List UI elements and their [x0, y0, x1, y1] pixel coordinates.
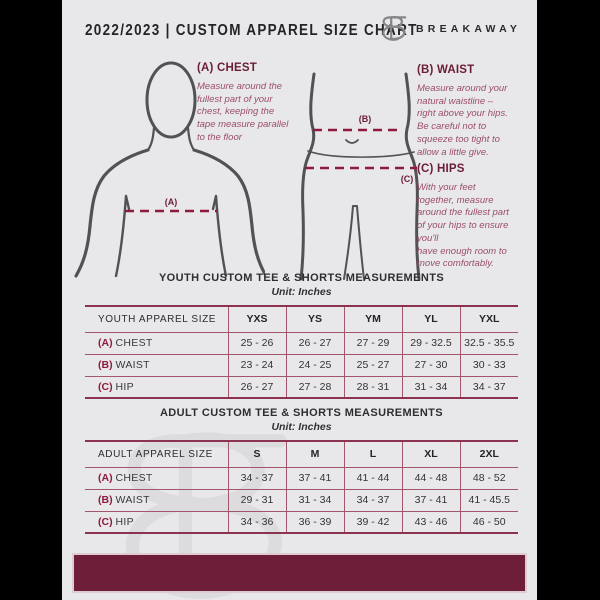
youth-col-yxs: YXS — [228, 306, 287, 333]
table-cell: 37 - 41 — [286, 467, 345, 490]
adult-col-l: L — [344, 441, 403, 468]
page-title: 2022/2023 | CUSTOM APPAREL SIZE CHART — [85, 21, 418, 39]
table-cell: 28 - 31 — [344, 376, 403, 398]
youth-table-header-row: YOUTH APPAREL SIZE YXS YS YM YL YXL — [85, 306, 518, 333]
table-cell: 29 - 31 — [228, 489, 287, 512]
table-cell: 46 - 50 — [472, 515, 506, 528]
youth-size-table: YOUTH APPAREL SIZE YXS YS YM YL YXL (A) … — [85, 305, 518, 399]
adult-hip-row: (C) HIP 34 - 36 36 - 39 39 - 42 43 - 46 … — [85, 511, 518, 533]
row-prefix: (A) — [98, 472, 113, 484]
table-cell: 31 - 34 — [286, 489, 345, 512]
chest-line-label: (A) — [165, 197, 178, 207]
youth-col-ys: YS — [286, 306, 345, 333]
row-label: WAIST — [115, 359, 150, 371]
table-cell: 30 - 33 — [460, 354, 518, 377]
adult-chest-label: (A) CHEST — [85, 467, 229, 490]
hips-instruction-heading: (C) HIPS — [417, 163, 465, 175]
table-cell: 34 - 37 — [472, 380, 506, 393]
table-cell: 37 - 41 — [402, 489, 461, 512]
table-cell: 48 - 52 — [460, 467, 518, 490]
youth-col-yxl: YXL — [460, 306, 518, 333]
youth-waist-row: (B) WAIST 23 - 24 24 - 25 25 - 27 27 - 3… — [85, 354, 518, 377]
row-label: CHEST — [115, 472, 153, 484]
adult-col-s: S — [228, 441, 287, 468]
chest-instruction-heading: (A) CHEST — [197, 62, 257, 74]
table-cell: 26 - 27 — [286, 332, 345, 355]
table-cell: 34 - 36 — [228, 511, 287, 533]
waist-instruction-body: Measure around your natural waistline – … — [417, 83, 508, 158]
adult-size-table: ADULT APPAREL SIZE S M L XL 2XL (A) CHES… — [85, 440, 518, 534]
hips-line-label: (C) — [401, 174, 414, 184]
hips-instruction: (C) HIPS With your feet together, measur… — [417, 163, 531, 271]
table-cell: 39 - 42 — [344, 511, 403, 533]
row-label: HIP — [115, 515, 134, 528]
torso-diagram: (A) — [74, 61, 265, 278]
table-cell: 31 - 34 — [402, 376, 461, 398]
adult-section-title: ADULT CUSTOM TEE & SHORTS MEASUREMENTS — [159, 407, 444, 419]
table-cell: 32.5 - 35.5 — [460, 332, 518, 355]
chest-instruction: (A) CHEST Measure around the fullest par… — [197, 62, 327, 145]
table-cell: 27 - 29 — [344, 332, 403, 355]
adult-col-m: M — [286, 441, 345, 468]
table-cell: 41 - 44 — [344, 467, 403, 490]
adult-col-xl: XL — [402, 441, 461, 468]
hips-diagram: (B) (C) — [299, 72, 421, 281]
table-cell: 34 - 37 — [344, 489, 403, 512]
table-cell: 26 - 27 — [228, 376, 287, 398]
youth-chest-label: (A) CHEST — [85, 332, 229, 355]
youth-section-unit: Unit: Inches — [271, 286, 332, 298]
adult-hip-label: (C) HIP — [85, 511, 229, 533]
table-cell: 27 - 28 — [286, 376, 345, 398]
youth-size-col-header: YOUTH APPAREL SIZE — [85, 306, 229, 333]
table-cell: 25 - 26 — [228, 332, 287, 355]
row-prefix: (C) — [98, 380, 113, 393]
adult-waist-label: (B) WAIST — [85, 489, 229, 512]
adult-section-unit: Unit: Inches — [271, 421, 332, 433]
table-cell: 23 - 24 — [228, 354, 287, 377]
waist-line-label: (B) — [359, 114, 372, 124]
waist-instruction: (B) WAIST Measure around your natural wa… — [417, 64, 529, 159]
table-cell: 27 - 30 — [402, 354, 461, 377]
youth-col-yl: YL — [402, 306, 461, 333]
row-label: CHEST — [115, 337, 153, 349]
row-label: WAIST — [115, 494, 150, 506]
youth-hip-row: (C) HIP 26 - 27 27 - 28 28 - 31 31 - 34 … — [85, 376, 518, 398]
table-cell: 44 - 48 — [402, 467, 461, 490]
adult-col-2xl: 2XL — [460, 441, 518, 468]
table-cell: 34 - 37 — [228, 467, 287, 490]
youth-waist-label: (B) WAIST — [85, 354, 229, 377]
brand-name: BREAKAWAY — [416, 23, 522, 35]
chest-instruction-body: Measure around the fullest part of your … — [197, 81, 289, 143]
row-label: HIP — [115, 380, 134, 393]
youth-section-title: YOUTH CUSTOM TEE & SHORTS MEASUREMENTS — [158, 272, 445, 284]
hips-instruction-body: With your feet together, measure around … — [417, 182, 509, 270]
table-cell: 41 - 45.5 — [460, 489, 518, 512]
adult-waist-row: (B) WAIST 29 - 31 31 - 34 34 - 37 37 - 4… — [85, 489, 518, 512]
table-cell: 43 - 46 — [402, 511, 461, 533]
adult-table-header-row: ADULT APPAREL SIZE S M L XL 2XL — [85, 441, 518, 468]
row-prefix: (B) — [98, 494, 113, 506]
adult-size-col-header: ADULT APPAREL SIZE — [85, 441, 229, 468]
youth-section: YOUTH CUSTOM TEE & SHORTS MEASUREMENTS U… — [85, 272, 518, 399]
row-prefix: (A) — [98, 337, 113, 349]
size-chart-page: 2022/2023 | CUSTOM APPAREL SIZE CHART BR… — [62, 0, 537, 600]
footer-bar — [72, 553, 527, 593]
row-prefix: (C) — [98, 515, 113, 528]
row-prefix: (B) — [98, 359, 113, 371]
table-cell: 25 - 27 — [344, 354, 403, 377]
adult-chest-row: (A) CHEST 34 - 37 37 - 41 41 - 44 44 - 4… — [85, 467, 518, 490]
adult-section: ADULT CUSTOM TEE & SHORTS MEASUREMENTS U… — [85, 407, 518, 534]
breakaway-logo-icon — [382, 15, 407, 41]
youth-hip-label: (C) HIP — [85, 376, 229, 398]
waist-instruction-heading: (B) WAIST — [417, 64, 475, 76]
youth-chest-row: (A) CHEST 25 - 26 26 - 27 27 - 29 29 - 3… — [85, 332, 518, 355]
table-cell: 24 - 25 — [286, 354, 345, 377]
table-cell: 29 - 32.5 — [402, 332, 461, 355]
youth-col-ym: YM — [344, 306, 403, 333]
table-cell: 36 - 39 — [286, 511, 345, 533]
